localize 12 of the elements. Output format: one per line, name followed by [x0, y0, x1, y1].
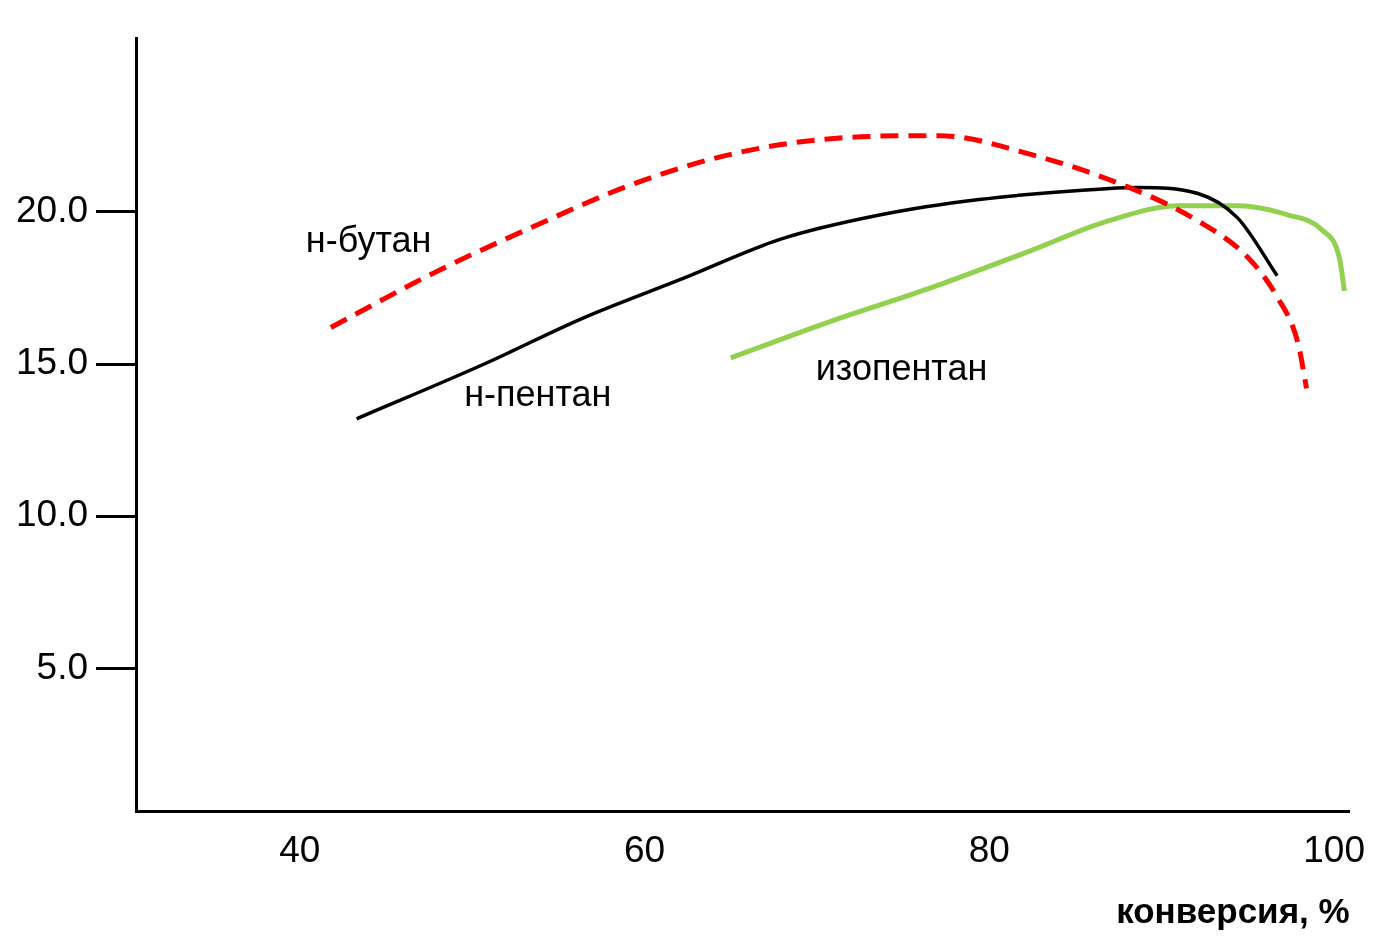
series-label: н-пентан [464, 372, 612, 414]
x-axis-title: конверсия, % [1116, 890, 1350, 930]
y-tick-label: 20.0 [16, 188, 89, 230]
x-tick-label: 40 [279, 829, 321, 870]
y-tick-label: 5.0 [36, 645, 89, 687]
series-label: н-бутан [305, 219, 432, 261]
y-tick-label: 15.0 [16, 341, 89, 383]
x-tick-label: 100 [1303, 829, 1365, 870]
series-label: изопентан [815, 346, 988, 388]
x-tick-label: 60 [623, 829, 666, 870]
x-tick-label: 80 [968, 829, 1010, 870]
y-tick-label: 10.0 [16, 493, 89, 535]
